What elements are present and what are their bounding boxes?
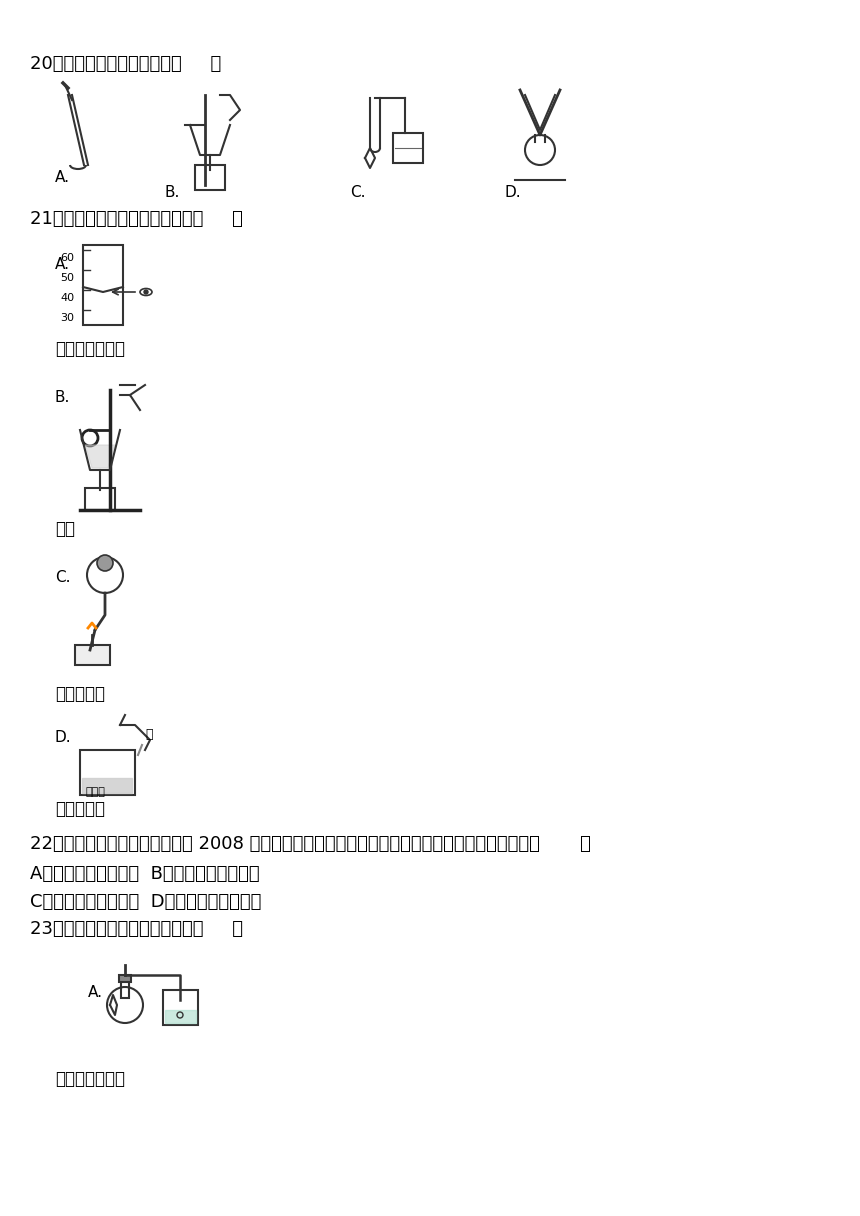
Polygon shape [82, 778, 132, 793]
Circle shape [144, 289, 148, 294]
Text: 过滤: 过滤 [55, 520, 75, 537]
Bar [195, 165, 225, 190]
Text: 读出液体的体积: 读出液体的体积 [55, 340, 125, 358]
Text: C.: C. [55, 570, 71, 585]
Text: 21．下列化学实验操作正确的是（     ）: 21．下列化学实验操作正确的是（ ） [30, 210, 243, 229]
Bar [393, 133, 423, 163]
Bar [85, 488, 115, 510]
Text: 50: 50 [60, 274, 74, 283]
Text: 水: 水 [145, 728, 152, 741]
Text: 40: 40 [60, 293, 74, 303]
Text: B.: B. [55, 390, 71, 405]
Text: 20．下列实验操作正确的是（     ）: 20．下列实验操作正确的是（ ） [30, 55, 221, 73]
Bar [80, 750, 135, 795]
Text: 熄灭酒精灯: 熄灭酒精灯 [55, 685, 105, 703]
Polygon shape [85, 445, 115, 468]
Text: A．观测太阳系外行星  B．绘制癌症基因图谱: A．观测太阳系外行星 B．绘制癌症基因图谱 [30, 865, 260, 883]
Bar [121, 980, 129, 998]
Text: D.: D. [55, 730, 71, 745]
Bar [83, 244, 123, 325]
Bar [163, 990, 198, 1025]
Text: D.: D. [505, 185, 522, 199]
Circle shape [87, 557, 123, 593]
Text: A.: A. [55, 257, 70, 272]
Circle shape [97, 554, 113, 572]
Text: 30: 30 [60, 313, 74, 323]
Text: C．研制高温超导材料  D．计算物质世界重量: C．研制高温超导材料 D．计算物质世界重量 [30, 893, 261, 911]
Text: 检查装置气密性: 检查装置气密性 [55, 1070, 125, 1088]
Text: 60: 60 [60, 253, 74, 263]
Text: C.: C. [350, 185, 366, 199]
Text: A.: A. [88, 985, 103, 1000]
Text: A.: A. [55, 170, 70, 185]
Text: 22．由美国《科学》杂志评出的 2008 年十大科学进展中的四项研究，主要属于化学探究领域的是（       ）: 22．由美国《科学》杂志评出的 2008 年十大科学进展中的四项研究，主要属于化… [30, 835, 591, 852]
Text: 浓硫酸: 浓硫酸 [85, 787, 105, 796]
Bar [75, 644, 110, 665]
Text: 稀释浓硫酸: 稀释浓硫酸 [55, 800, 105, 818]
Text: 23．下图所示实验操作正确的是（     ）: 23．下图所示实验操作正确的是（ ） [30, 921, 243, 938]
Text: B.: B. [165, 185, 181, 199]
Bar [119, 975, 131, 983]
Polygon shape [165, 1010, 196, 1023]
